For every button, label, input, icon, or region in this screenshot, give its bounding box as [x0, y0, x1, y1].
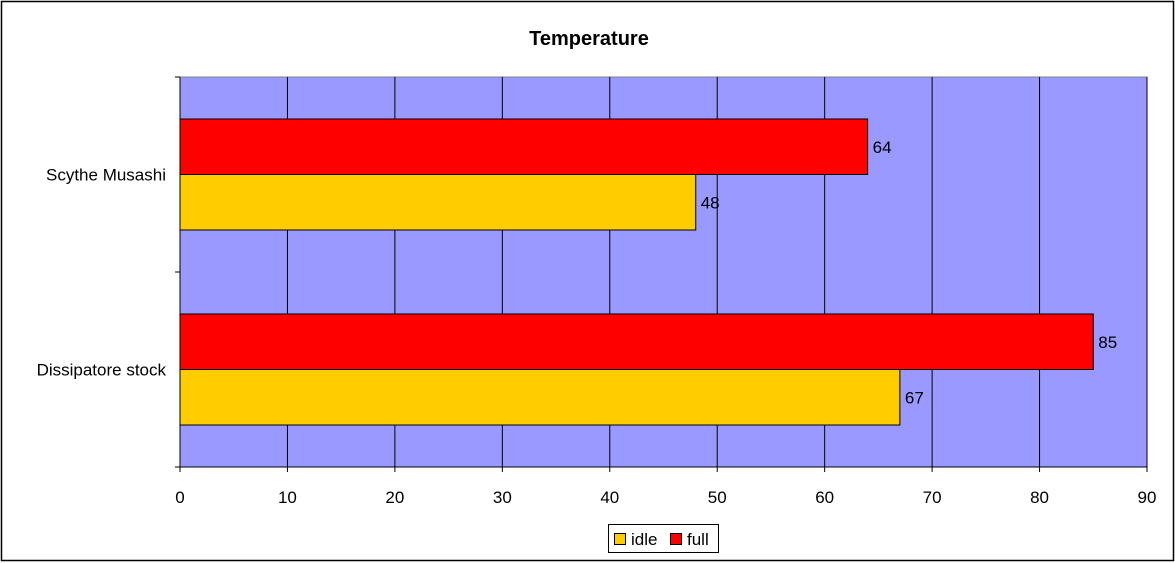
data-label-idle: 67	[905, 388, 924, 407]
legend-swatch-idle	[614, 533, 626, 545]
legend-swatch-full	[670, 533, 682, 545]
x-tick-label: 50	[708, 488, 727, 507]
bar-full	[179, 313, 1094, 370]
data-label-idle: 48	[701, 193, 720, 212]
y-category-label: Scythe Musashi	[46, 166, 166, 185]
bar-idle	[179, 369, 901, 426]
y-category-label: Dissipatore stock	[37, 361, 167, 380]
legend-box	[608, 524, 719, 553]
bar-full	[179, 118, 869, 175]
plot-area: 0 10 20 30 40 50 60 70 80 90 Scythe Musashi 64 48 Dis…	[37, 76, 1157, 507]
x-tick-label: 40	[600, 488, 619, 507]
x-tick-label: 10	[278, 488, 297, 507]
x-tick-label: 90	[1138, 488, 1157, 507]
data-label-full: 64	[873, 138, 892, 157]
chart-title: Temperature	[529, 28, 649, 50]
x-tick-label: 70	[923, 488, 942, 507]
x-tick-label: 20	[385, 488, 404, 507]
bar-idle	[179, 174, 697, 231]
legend-label-full: full	[687, 530, 709, 549]
x-tick-label: 30	[493, 488, 512, 507]
legend: idle full	[608, 524, 719, 553]
x-tick-label: 0	[175, 488, 184, 507]
x-tick-label: 60	[815, 488, 834, 507]
data-label-full: 85	[1098, 333, 1117, 352]
x-tick-label: 80	[1030, 488, 1049, 507]
legend-label-idle: idle	[631, 530, 657, 549]
